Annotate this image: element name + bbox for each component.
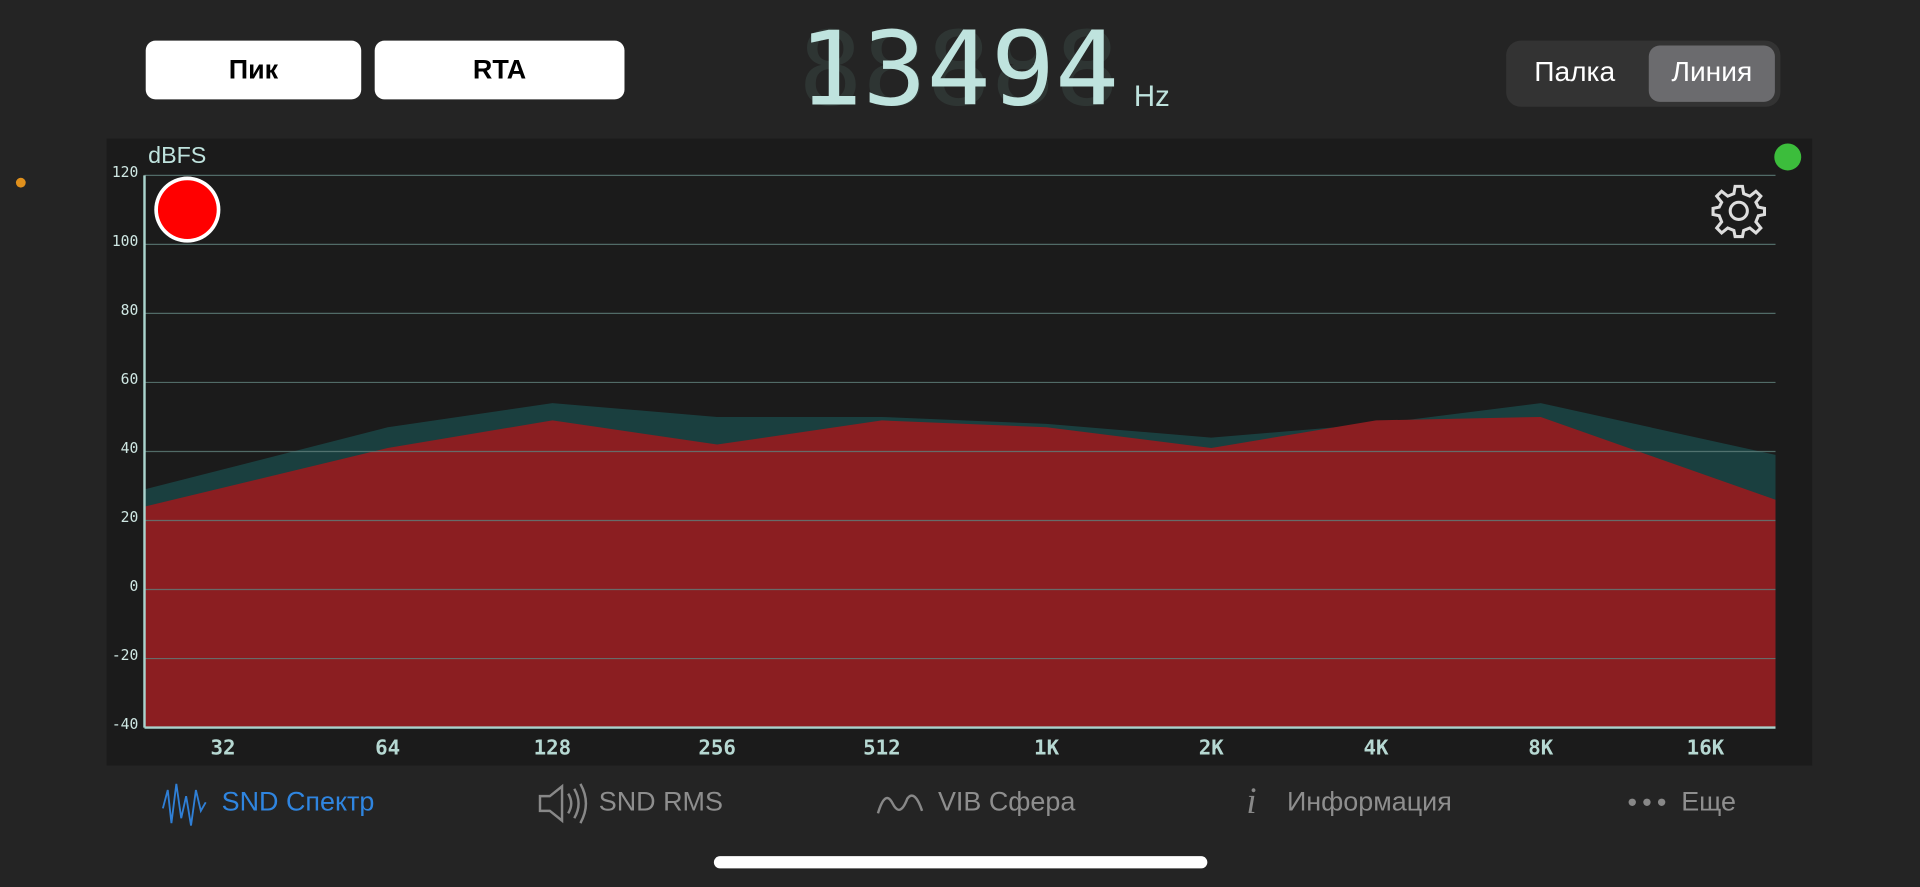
x-tick-label: 128 bbox=[534, 735, 572, 759]
x-tick-label: 32 bbox=[210, 735, 235, 759]
tab-label[interactable]: Еще bbox=[1681, 787, 1736, 817]
tab-bar: SND Спектр SND RMS VIB Сфера Информация Еще bbox=[222, 787, 1736, 817]
toggle-option[interactable]: Палка bbox=[1534, 56, 1615, 87]
more-icon bbox=[1628, 798, 1666, 806]
spectrum-icon bbox=[161, 783, 207, 826]
area bbox=[144, 416, 1776, 728]
button-label[interactable]: RTA bbox=[473, 54, 526, 84]
tab-label[interactable]: SND Спектр bbox=[222, 787, 375, 817]
x-tick-label: 16K bbox=[1687, 735, 1725, 759]
y-tick-label: 80 bbox=[121, 302, 139, 319]
y-axis-label: dBFS bbox=[148, 142, 206, 168]
x-tick-label: 2K bbox=[1199, 735, 1225, 759]
x-tick-label: 1K bbox=[1034, 735, 1060, 759]
record-button[interactable] bbox=[157, 180, 217, 240]
peak-button[interactable] bbox=[145, 40, 362, 100]
tab-label[interactable]: Информация bbox=[1287, 787, 1452, 817]
y-tick-label: 120 bbox=[112, 164, 139, 181]
x-tick-label: 8K bbox=[1528, 735, 1554, 759]
plot: 120 100 80 60 40 20 0 -20 -40 32 64 128 256 512 1K 2K 4K… bbox=[112, 164, 1776, 759]
speaker-icon bbox=[538, 783, 588, 824]
wave-icon bbox=[876, 794, 924, 814]
indicator-dot bbox=[15, 177, 26, 188]
tab-label[interactable]: VIB Сфера bbox=[938, 787, 1075, 817]
info-icon: i bbox=[1246, 780, 1256, 821]
home-indicator bbox=[713, 856, 1208, 869]
x-tick-label: 512 bbox=[863, 735, 901, 759]
settings-icon[interactable] bbox=[1711, 184, 1767, 239]
x-tick-label: 256 bbox=[698, 735, 736, 759]
tab-label[interactable]: SND RMS bbox=[599, 787, 723, 817]
y-tick-label: -20 bbox=[112, 647, 139, 664]
y-tick-label: 0 bbox=[130, 578, 139, 595]
rta-button[interactable] bbox=[374, 40, 625, 100]
x-tick-label: 64 bbox=[375, 735, 400, 759]
y-tick-label: 40 bbox=[121, 440, 139, 457]
y-tick-label: -40 bbox=[112, 716, 139, 733]
button-label[interactable]: Пик bbox=[229, 54, 279, 84]
status-led bbox=[1774, 143, 1802, 171]
frequency-unit: Hz bbox=[1134, 80, 1170, 113]
y-tick-label: 100 bbox=[112, 233, 139, 250]
y-tick-label: 60 bbox=[121, 371, 139, 388]
toggle-option[interactable]: Линия bbox=[1671, 56, 1752, 87]
lcd-background: 88888 bbox=[798, 10, 1119, 129]
y-tick-label: 20 bbox=[121, 509, 139, 526]
toggle-selected bbox=[1648, 45, 1775, 102]
x-tick-label: 4K bbox=[1364, 735, 1390, 759]
frequency-value: 13494 bbox=[798, 10, 1119, 129]
